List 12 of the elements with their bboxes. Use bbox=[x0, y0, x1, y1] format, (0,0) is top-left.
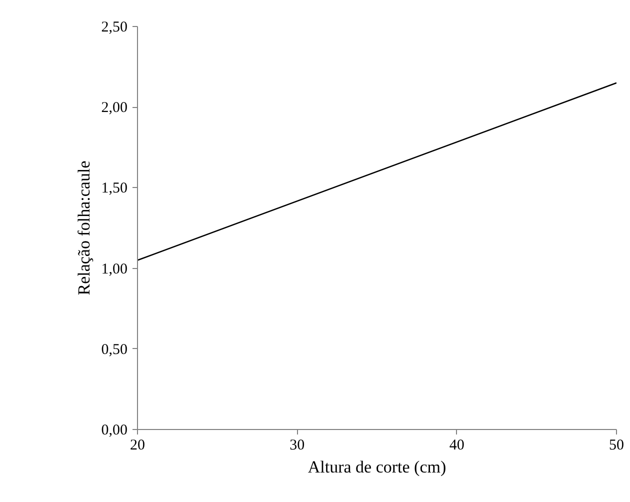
x-tick-label: 20 bbox=[130, 438, 145, 454]
y-tick-label: 1,00 bbox=[101, 261, 128, 278]
x-tick-label: 50 bbox=[609, 438, 624, 454]
y-tick-label: 2,50 bbox=[101, 20, 128, 36]
x-tick-label: 30 bbox=[290, 438, 305, 454]
y-tick-label: 0,00 bbox=[101, 422, 128, 438]
y-tick-label: 0,50 bbox=[101, 342, 128, 358]
x-axis-title: Altura de corte (cm) bbox=[308, 458, 446, 476]
y-axis-title: Relação folha:caule bbox=[74, 160, 94, 296]
y-tick-label: 2,00 bbox=[101, 100, 128, 116]
x-tick-label: 40 bbox=[449, 438, 464, 454]
y-tick-label: 1,50 bbox=[101, 180, 128, 197]
